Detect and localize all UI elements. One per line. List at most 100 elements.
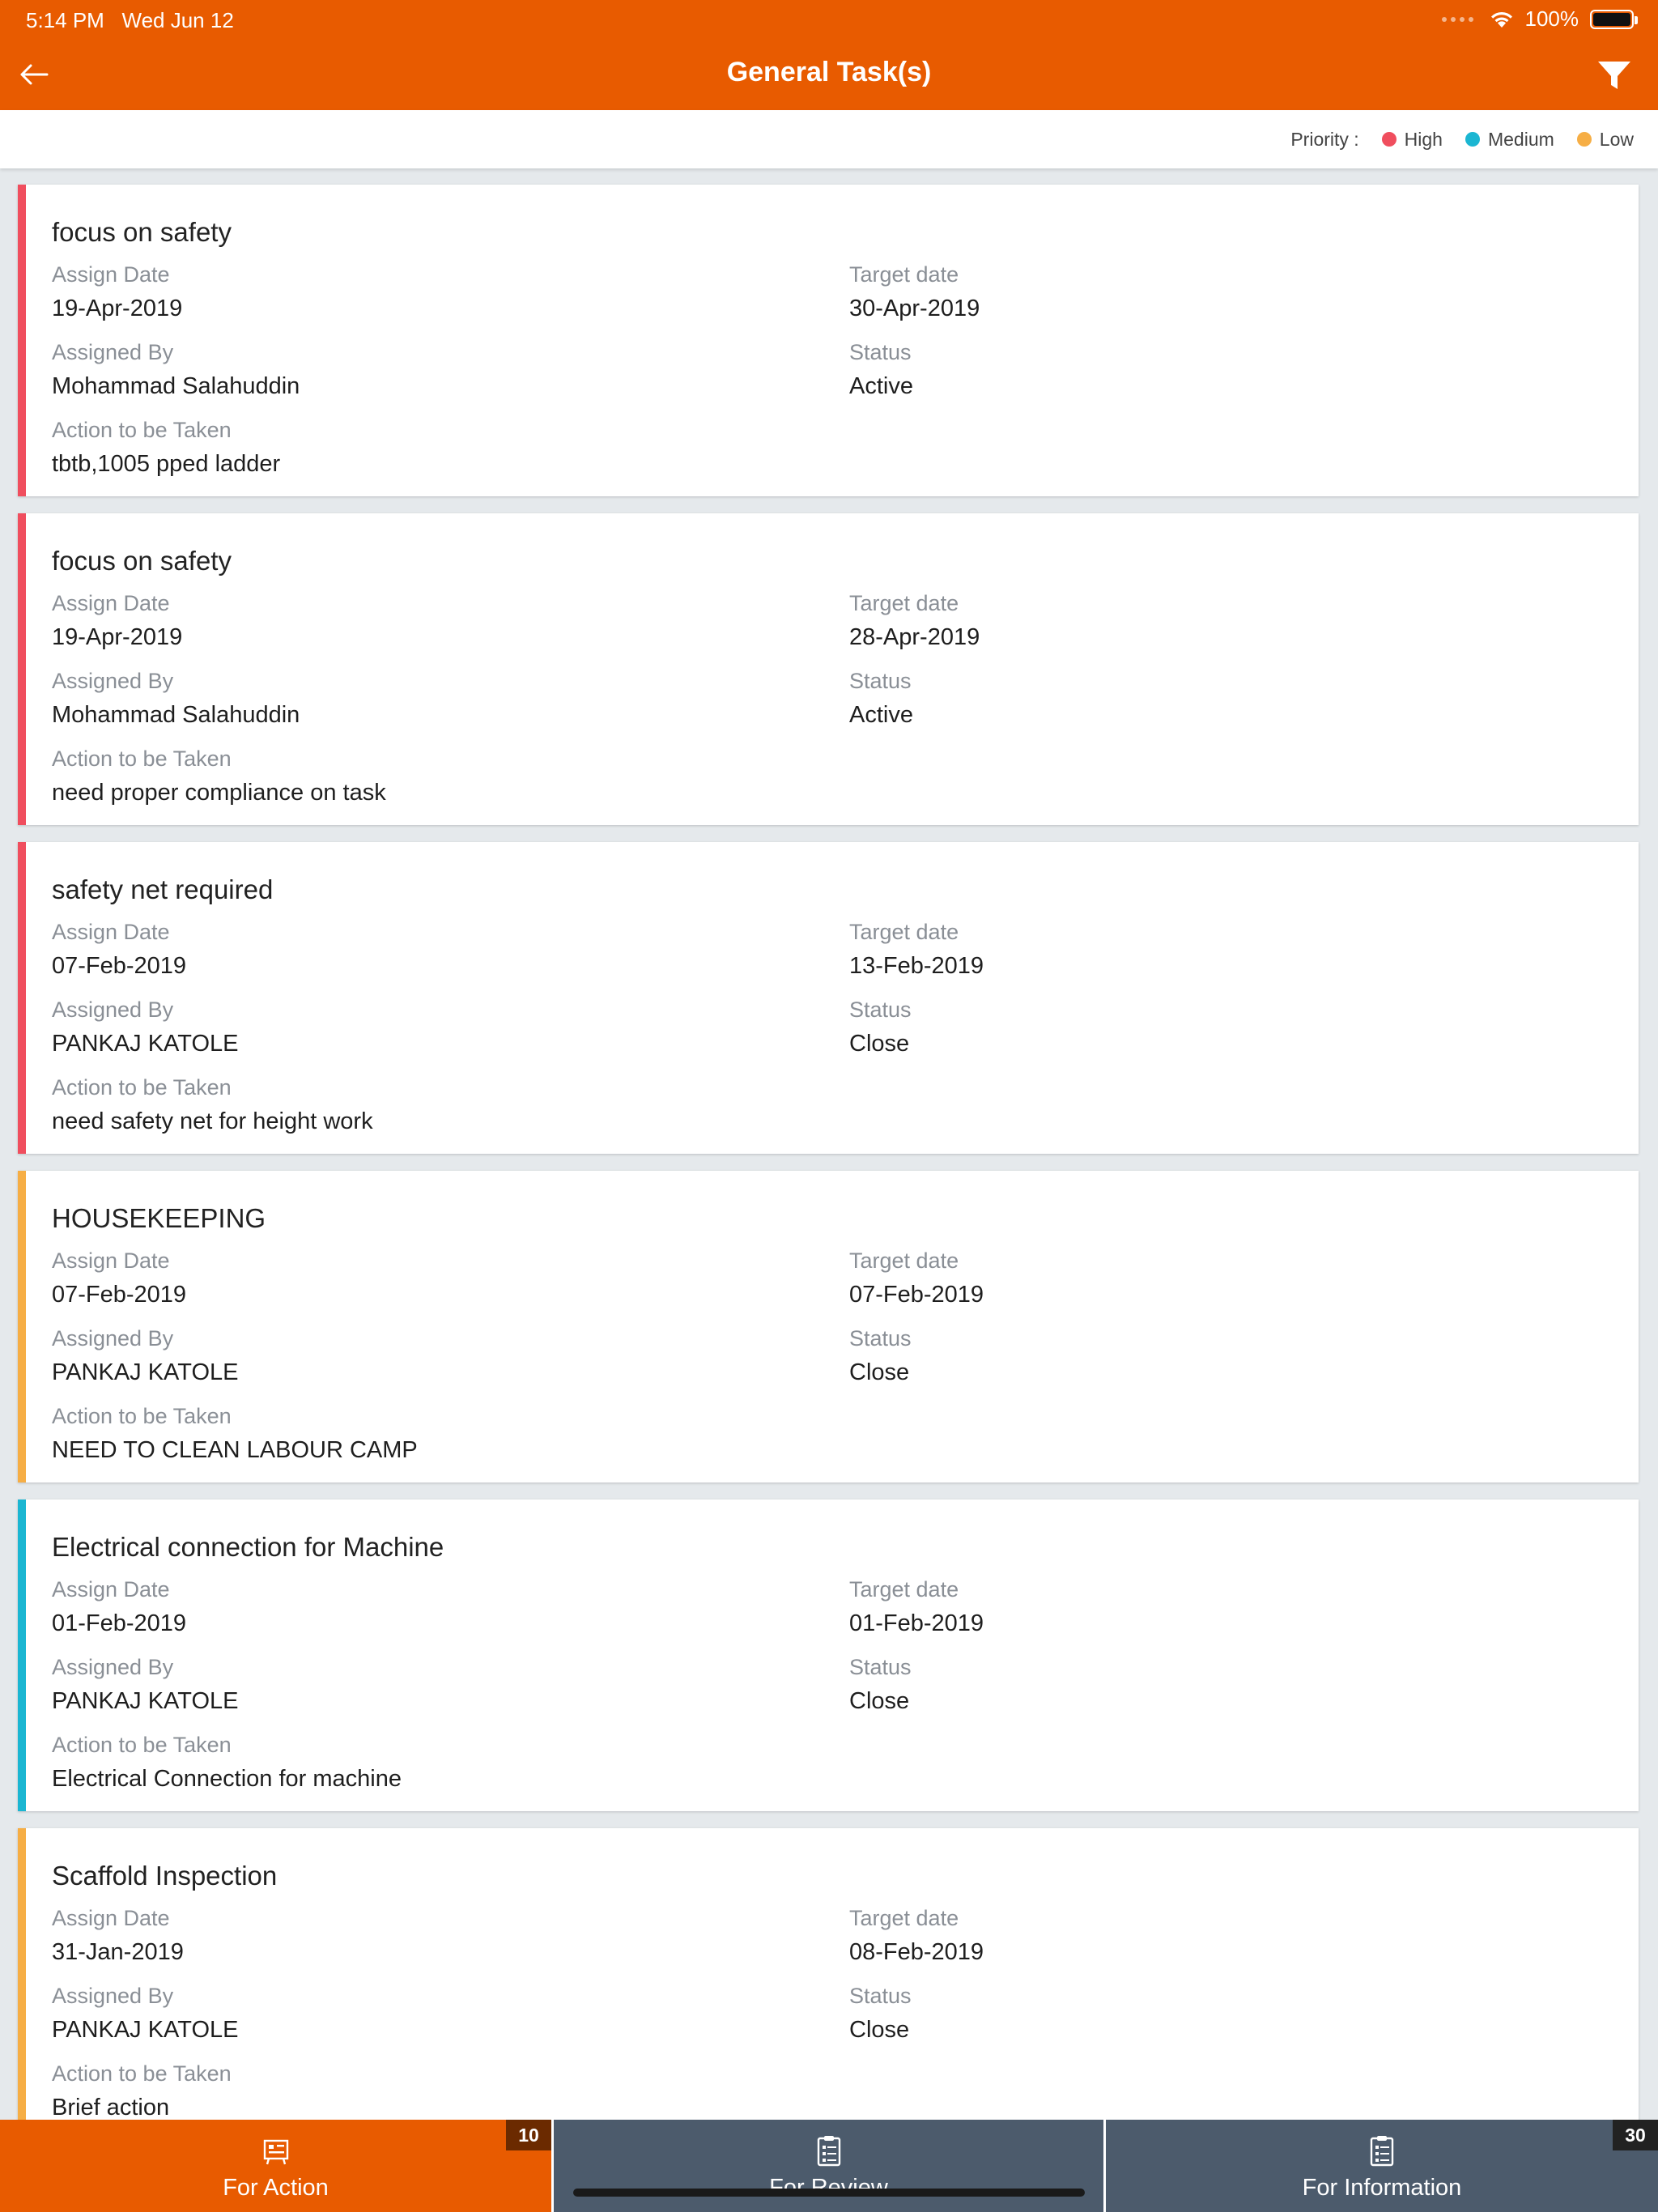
status-field: Status Close (849, 1984, 912, 2044)
tab-for-action[interactable]: For Action 10 (0, 2120, 551, 2212)
assigned-by-field: Assigned By PANKAJ KATOLE (52, 1984, 238, 2044)
assigned-by-label: Assigned By (52, 340, 174, 364)
task-title: HOUSEKEEPING (52, 1203, 266, 1233)
action-field: Action to be Taken need safety net for he… (52, 1075, 373, 1135)
target-date-label: Target date (849, 591, 959, 615)
target-date-label: Target date (849, 1249, 959, 1273)
count-badge: 30 (1613, 2120, 1658, 2150)
target-date-field: Target date 13-Feb-2019 (849, 920, 984, 980)
target-date-value: 01-Feb-2019 (849, 1610, 984, 1636)
wifi-icon (1490, 11, 1512, 28)
status-label: Status (849, 669, 912, 693)
medium-dot-icon (1465, 132, 1480, 147)
assigned-by-field: Assigned By Mohammad Salahuddin (52, 669, 300, 729)
assigned-by-value: PANKAJ KATOLE (52, 1688, 239, 1714)
target-date-value: 30-Apr-2019 (849, 296, 980, 321)
home-indicator[interactable] (573, 2189, 1085, 2197)
arrow-left-icon (20, 64, 49, 85)
assigned-by-field: Assigned By Mohammad Salahuddin (52, 340, 300, 400)
task-title: Scaffold Inspection (52, 1861, 278, 1891)
clipboard-icon (1370, 2136, 1394, 2167)
assigned-by-label: Assigned By (52, 669, 174, 693)
assigned-by-label: Assigned By (52, 1984, 174, 2008)
priority-legend: Priority : High Medium Low (0, 110, 1658, 168)
assign-date-field: Assign Date 19-Apr-2019 (52, 262, 182, 322)
action-label: Action to be Taken (52, 747, 232, 771)
action-value: Electrical Connection for machine (52, 1766, 402, 1792)
task-card[interactable]: safety net required Assign Date 07-Feb-20… (18, 842, 1639, 1154)
tab-for-information[interactable]: For Information 30 (1103, 2120, 1658, 2212)
assign-date-field: Assign Date 07-Feb-2019 (52, 1249, 186, 1308)
high-dot-icon (1381, 132, 1397, 147)
battery-percent: 100% (1524, 6, 1579, 31)
assigned-by-field: Assigned By PANKAJ KATOLE (52, 1326, 238, 1386)
assigned-by-value: PANKAJ KATOLE (52, 1359, 239, 1385)
page-title: General Task(s) (726, 57, 932, 87)
status-field: Status Close (849, 998, 912, 1057)
target-date-value: 28-Apr-2019 (849, 624, 980, 650)
tab-label: For Information (1302, 2175, 1462, 2201)
assigned-by-field: Assigned By PANKAJ KATOLE (52, 998, 238, 1057)
tab-label: For Action (223, 2175, 329, 2201)
tab-for-review[interactable]: For Review (551, 2120, 1103, 2212)
status-label: Status (849, 1326, 912, 1351)
assign-date-field: Assign Date 31-Jan-2019 (52, 1906, 184, 1966)
status-date-text: Wed Jun 12 (121, 8, 234, 32)
status-value: Active (849, 373, 913, 399)
assign-date-value: 01-Feb-2019 (52, 1610, 187, 1636)
action-field: Action to be Taken NEED TO CLEAN LABOUR C… (52, 1404, 418, 1464)
status-bar: 5:14 PM Wed Jun 12 100% (0, 0, 1658, 39)
action-field: Action to be Taken Electrical Connection … (52, 1733, 402, 1793)
action-label: Action to be Taken (52, 418, 232, 442)
assign-date-field: Assign Date 19-Apr-2019 (52, 591, 182, 651)
task-card[interactable]: Scaffold Inspection Assign Date 31-Jan-20… (18, 1828, 1639, 2140)
task-card[interactable]: focus on safety Assign Date 19-Apr-2019 T… (18, 513, 1639, 825)
legend-label-medium: Medium (1487, 128, 1554, 150)
action-label: Action to be Taken (52, 2061, 232, 2086)
target-date-field: Target date 28-Apr-2019 (849, 591, 980, 651)
low-dot-icon (1576, 132, 1592, 147)
task-board-icon (263, 2139, 288, 2165)
assign-date-field: Assign Date 07-Feb-2019 (52, 920, 186, 980)
task-card[interactable]: HOUSEKEEPING Assign Date 07-Feb-2019 Targ… (18, 1171, 1639, 1482)
legend-label-high: High (1404, 128, 1443, 150)
assign-date-value: 07-Feb-2019 (52, 953, 187, 979)
status-field: Status Close (849, 1326, 912, 1386)
action-value: NEED TO CLEAN LABOUR CAMP (52, 1437, 418, 1463)
target-date-field: Target date 08-Feb-2019 (849, 1906, 984, 1966)
target-date-field: Target date 01-Feb-2019 (849, 1577, 984, 1637)
action-label: Action to be Taken (52, 1404, 232, 1428)
status-field: Status Active (849, 340, 913, 400)
bottom-tab-bar: For Action 10 For Review For Information… (0, 2120, 1658, 2212)
assigned-by-value: PANKAJ KATOLE (52, 1031, 239, 1057)
assigned-by-value: PANKAJ KATOLE (52, 2017, 239, 2043)
assigned-by-label: Assigned By (52, 1326, 174, 1351)
action-value: need proper compliance on task (52, 780, 386, 806)
status-label: Status (849, 998, 912, 1022)
filter-button[interactable] (1592, 55, 1637, 97)
action-label: Action to be Taken (52, 1075, 232, 1100)
assigned-by-label: Assigned By (52, 1655, 174, 1679)
action-value: need safety net for height work (52, 1108, 373, 1134)
target-date-field: Target date 30-Apr-2019 (849, 262, 980, 322)
signal-icon (1441, 16, 1473, 22)
status-value: Close (849, 1031, 910, 1057)
nav-bar: General Task(s) (0, 39, 1658, 110)
task-card[interactable]: Electrical connection for Machine Assign… (18, 1499, 1639, 1811)
back-button[interactable] (11, 52, 57, 97)
action-field: Action to be Taken Brief action (52, 2061, 232, 2121)
target-date-field: Target date 07-Feb-2019 (849, 1249, 984, 1308)
assigned-by-label: Assigned By (52, 998, 174, 1022)
target-date-value: 13-Feb-2019 (849, 953, 984, 979)
target-date-label: Target date (849, 262, 959, 287)
assign-date-label: Assign Date (52, 262, 170, 287)
status-label: Status (849, 340, 912, 364)
action-field: Action to be Taken need proper compliance… (52, 747, 386, 806)
action-label: Action to be Taken (52, 1733, 232, 1757)
assign-date-value: 07-Feb-2019 (52, 1282, 187, 1308)
filter-icon (1598, 62, 1630, 89)
task-title: focus on safety (52, 217, 232, 247)
task-list: focus on safety Assign Date 19-Apr-2019 T… (18, 185, 1639, 2157)
task-card[interactable]: focus on safety Assign Date 19-Apr-2019 T… (18, 185, 1639, 496)
target-date-label: Target date (849, 920, 959, 944)
